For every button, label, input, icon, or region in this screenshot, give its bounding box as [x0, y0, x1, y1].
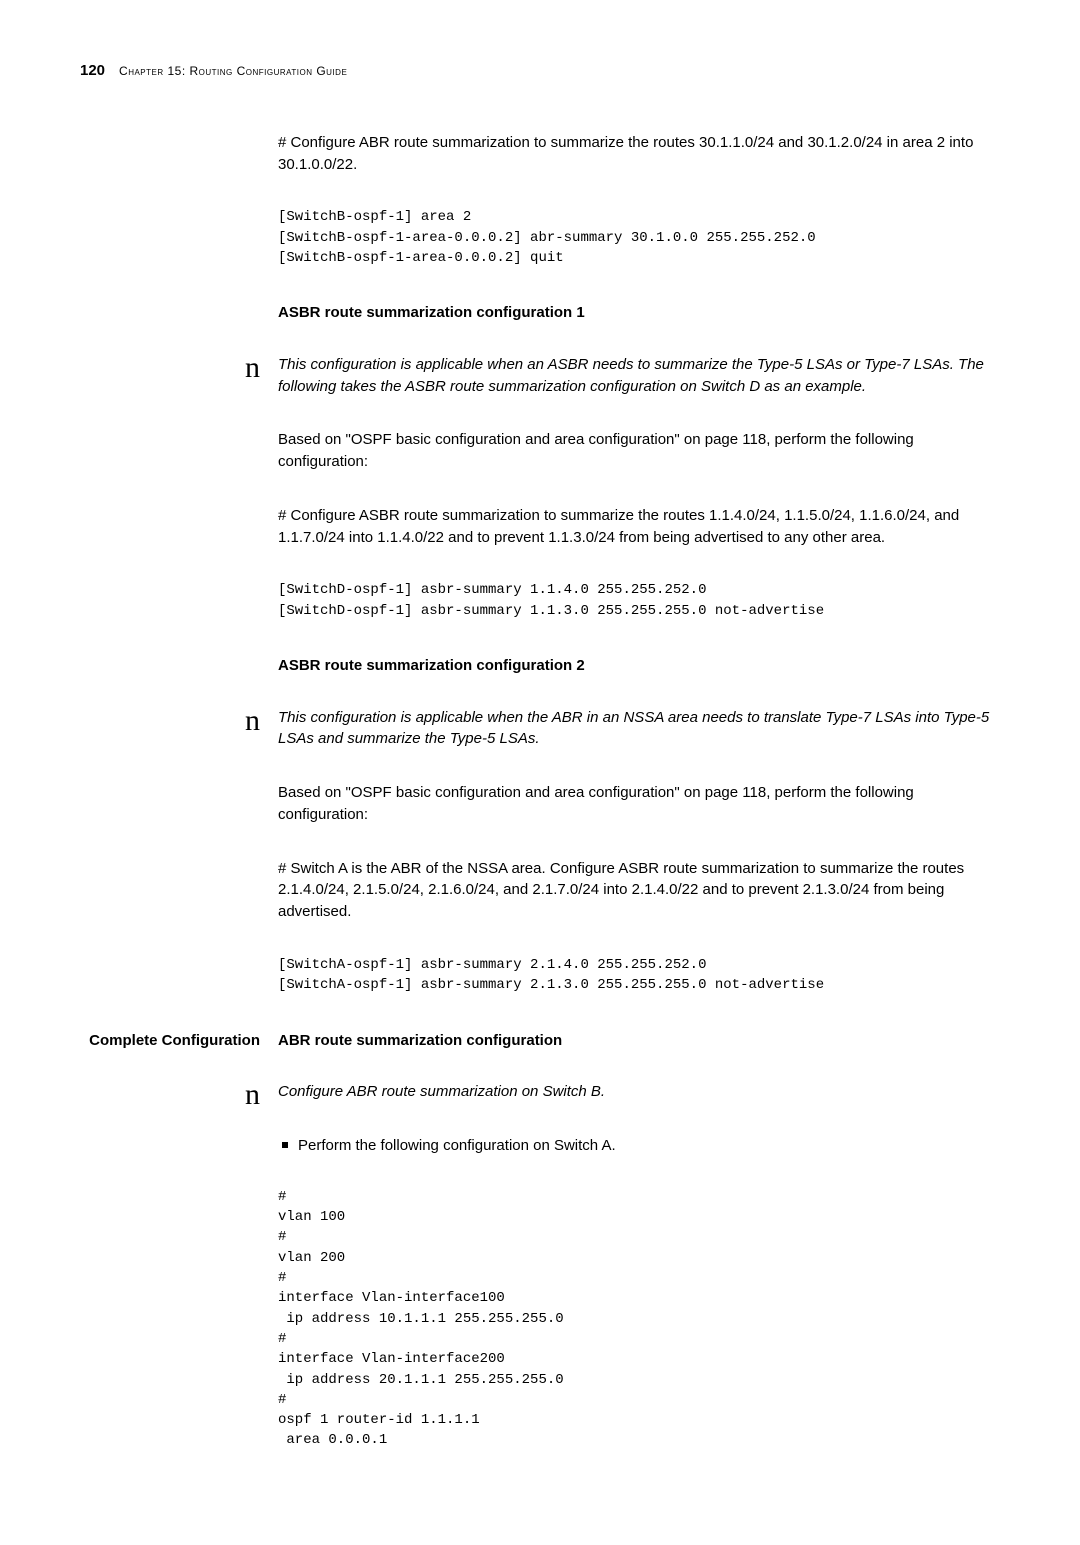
content-block: ASBR route summarization configuration 1	[80, 302, 1000, 338]
content-block: # Switch A is the ABR of the NSSA area. …	[80, 858, 1000, 939]
paragraph: # Switch A is the ABR of the NSSA area. …	[278, 858, 998, 923]
content-block: ASBR route summarization configuration 2	[80, 655, 1000, 691]
body-column: # Configure ASBR route summarization to …	[278, 505, 998, 565]
paragraph: # Configure ABR route summarization to s…	[278, 132, 998, 176]
bullet-icon	[282, 1142, 288, 1148]
body-column: # vlan 100 # vlan 200 # interface Vlan-i…	[278, 1187, 998, 1469]
margin-column: n	[80, 707, 260, 733]
page-header: 120 Chapter 15: Routing Configuration Gu…	[80, 60, 1000, 82]
page-number: 120	[80, 60, 105, 82]
page-content: # Configure ABR route summarization to s…	[80, 132, 1000, 1469]
content-block: n This configuration is applicable when t…	[80, 707, 1000, 767]
section-label: Complete Configuration	[80, 1030, 260, 1052]
paragraph: Based on "OSPF basic configuration and a…	[278, 782, 998, 826]
content-block: # Configure ASBR route summarization to …	[80, 505, 1000, 565]
content-block: # vlan 100 # vlan 200 # interface Vlan-i…	[80, 1187, 1000, 1469]
note-paragraph: This configuration is applicable when an…	[278, 354, 998, 398]
note-icon: n	[80, 707, 260, 733]
bullet-text: Perform the following configuration on S…	[298, 1135, 616, 1157]
content-block: [SwitchB-ospf-1] area 2 [SwitchB-ospf-1-…	[80, 207, 1000, 286]
section-heading: ASBR route summarization configuration 1	[278, 302, 998, 324]
body-column: ABR route summarization configuration	[278, 1030, 998, 1066]
code-block: # vlan 100 # vlan 200 # interface Vlan-i…	[278, 1187, 998, 1451]
body-column: # Switch A is the ABR of the NSSA area. …	[278, 858, 998, 939]
content-block: Based on "OSPF basic configuration and a…	[80, 782, 1000, 842]
content-block: n This configuration is applicable when a…	[80, 354, 1000, 414]
note-paragraph: Configure ABR route summarization on Swi…	[278, 1081, 998, 1103]
bullet-item: Perform the following configuration on S…	[278, 1135, 998, 1157]
content-block: Based on "OSPF basic configuration and a…	[80, 429, 1000, 489]
section-heading: ASBR route summarization configuration 2	[278, 655, 998, 677]
code-block: [SwitchB-ospf-1] area 2 [SwitchB-ospf-1-…	[278, 207, 998, 268]
code-block: [SwitchA-ospf-1] asbr-summary 2.1.4.0 25…	[278, 955, 998, 996]
content-block: [SwitchD-ospf-1] asbr-summary 1.1.4.0 25…	[80, 580, 1000, 639]
body-column: Perform the following configuration on S…	[278, 1135, 998, 1171]
content-block: Perform the following configuration on S…	[80, 1135, 1000, 1171]
paragraph: Based on "OSPF basic configuration and a…	[278, 429, 998, 473]
body-column: This configuration is applicable when th…	[278, 707, 998, 767]
code-block: [SwitchD-ospf-1] asbr-summary 1.1.4.0 25…	[278, 580, 998, 621]
body-column: ASBR route summarization configuration 2	[278, 655, 998, 691]
content-block: [SwitchA-ospf-1] asbr-summary 2.1.4.0 25…	[80, 955, 1000, 1014]
paragraph: # Configure ASBR route summarization to …	[278, 505, 998, 549]
body-column: ASBR route summarization configuration 1	[278, 302, 998, 338]
content-block: Complete Configuration ABR route summariz…	[80, 1030, 1000, 1066]
body-column: Configure ABR route summarization on Swi…	[278, 1081, 998, 1119]
margin-column: n	[80, 354, 260, 380]
section-heading: ABR route summarization configuration	[278, 1030, 998, 1052]
note-icon: n	[80, 354, 260, 380]
content-block: n Configure ABR route summarization on Sw…	[80, 1081, 1000, 1119]
body-column: Based on "OSPF basic configuration and a…	[278, 429, 998, 489]
body-column: [SwitchB-ospf-1] area 2 [SwitchB-ospf-1-…	[278, 207, 998, 286]
body-column: This configuration is applicable when an…	[278, 354, 998, 414]
body-column: [SwitchD-ospf-1] asbr-summary 1.1.4.0 25…	[278, 580, 998, 639]
body-column: # Configure ABR route summarization to s…	[278, 132, 998, 192]
note-icon: n	[80, 1081, 260, 1107]
chapter-label: Chapter 15: Routing Configuration Guide	[119, 63, 347, 80]
body-column: [SwitchA-ospf-1] asbr-summary 2.1.4.0 25…	[278, 955, 998, 1014]
body-column: Based on "OSPF basic configuration and a…	[278, 782, 998, 842]
margin-column: Complete Configuration	[80, 1030, 260, 1052]
margin-column: n	[80, 1081, 260, 1107]
content-block: # Configure ABR route summarization to s…	[80, 132, 1000, 192]
note-paragraph: This configuration is applicable when th…	[278, 707, 998, 751]
